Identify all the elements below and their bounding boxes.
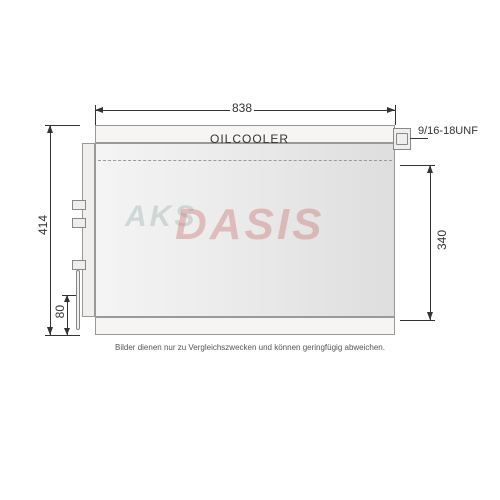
dim-left-tick-t xyxy=(45,125,80,126)
dim-top-tick-l xyxy=(95,105,96,125)
dim-top-tick-r xyxy=(395,105,396,125)
fitting-left-1 xyxy=(72,200,86,210)
dim-right-tick-b xyxy=(400,320,435,321)
dim-left-arrow-t xyxy=(47,125,53,133)
dim-right-tick-t xyxy=(400,165,435,166)
dim-right-arrow-t xyxy=(427,165,433,173)
dim-right-arrow-b xyxy=(427,312,433,320)
dim-left-value: 414 xyxy=(36,215,50,235)
fitting-right-top-inner xyxy=(396,133,408,145)
left-manifold xyxy=(82,143,95,317)
dim-left-arrow-b xyxy=(47,327,53,335)
dim-top-arrow-l xyxy=(95,107,103,113)
thread-label: 9/16-18UNF xyxy=(418,125,478,137)
fitting-left-2 xyxy=(72,218,86,228)
hose-left xyxy=(76,270,80,330)
fitting-left-3 xyxy=(72,260,86,270)
dim-top-value: 838 xyxy=(230,101,254,115)
dim-left-tick-b xyxy=(45,335,80,336)
dim-right-line xyxy=(430,165,431,320)
dim-left-small-arrow-b xyxy=(64,328,70,335)
dim-left-line xyxy=(50,125,51,335)
oilcooler-label: OILCOOLER xyxy=(210,132,289,146)
oilcooler-divider xyxy=(98,160,392,161)
thread-leader xyxy=(410,138,428,139)
dim-left-small-arrow-t xyxy=(64,295,70,302)
radiator-bottom-tank xyxy=(95,317,395,335)
watermark-dasis: DASIS xyxy=(175,200,324,250)
diagram-canvas: 838 414 80 340 OILCOOLER 9/16-18UNF AKS … xyxy=(0,0,500,500)
dim-right-value: 340 xyxy=(435,230,449,250)
dim-left-small-value: 80 xyxy=(53,305,67,318)
dim-top-arrow-r xyxy=(387,107,395,113)
disclaimer-text: Bilder dienen nur zu Vergleichszwecken u… xyxy=(0,343,500,352)
